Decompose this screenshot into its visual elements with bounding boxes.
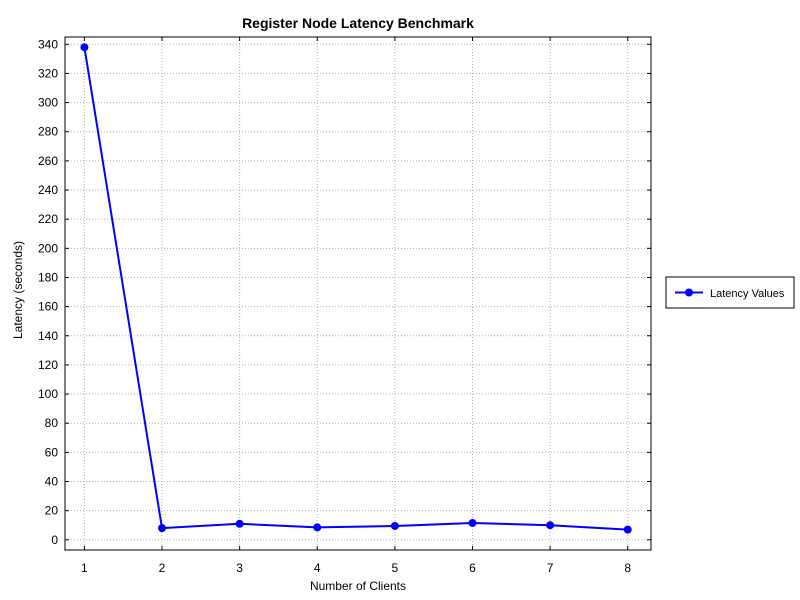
y-tick-label: 220 <box>38 212 58 226</box>
y-tick-label: 340 <box>38 37 58 51</box>
data-point <box>80 43 89 52</box>
x-tick-label: 5 <box>392 561 399 575</box>
y-tick-label: 20 <box>45 504 59 518</box>
y-tick-label: 0 <box>51 533 58 547</box>
y-tick-label: 40 <box>45 475 59 489</box>
series-line <box>83 47 628 531</box>
data-point <box>468 519 477 528</box>
y-tick-label: 180 <box>38 270 58 284</box>
axis-ticks: 0 20 40 60 80 100 120 140 160 180 200 220 240 260 280 3… <box>38 37 651 575</box>
y-tick-label: 140 <box>38 329 58 343</box>
data-point <box>623 525 632 534</box>
y-tick-label: 120 <box>38 358 58 372</box>
legend-label: Latency Values <box>710 288 785 300</box>
data-point <box>390 521 399 530</box>
plot-area <box>64 36 652 551</box>
y-tick-label: 60 <box>45 445 59 459</box>
x-tick-label: 6 <box>469 561 476 575</box>
y-tick-label: 80 <box>45 416 59 430</box>
x-tick-label: 7 <box>547 561 554 575</box>
y-tick-label: 240 <box>38 183 58 197</box>
series-latency-values <box>80 43 632 534</box>
x-tick-label: 1 <box>81 561 88 575</box>
x-axis-label: Number of Clients <box>310 579 406 593</box>
data-point <box>235 519 244 528</box>
x-tick-label: 8 <box>624 561 631 575</box>
y-tick-label: 300 <box>38 96 58 110</box>
y-tick-label: 200 <box>38 241 58 255</box>
data-point <box>546 521 555 530</box>
x-tick-label: 3 <box>236 561 243 575</box>
legend: Latency Values <box>665 276 795 309</box>
data-point <box>158 524 167 533</box>
y-tick-label: 160 <box>38 300 58 314</box>
y-tick-label: 260 <box>38 154 58 168</box>
chart-title: Register Node Latency Benchmark <box>242 15 474 31</box>
y-tick-label: 100 <box>38 387 58 401</box>
y-tick-label: 320 <box>38 66 58 80</box>
y-tick-label: 280 <box>38 125 58 139</box>
x-tick-label: 4 <box>314 561 321 575</box>
x-tick-label: 2 <box>159 561 166 575</box>
data-point <box>313 523 322 532</box>
legend-marker-swatch <box>685 288 693 297</box>
y-axis-label: Latency (seconds) <box>11 241 25 339</box>
